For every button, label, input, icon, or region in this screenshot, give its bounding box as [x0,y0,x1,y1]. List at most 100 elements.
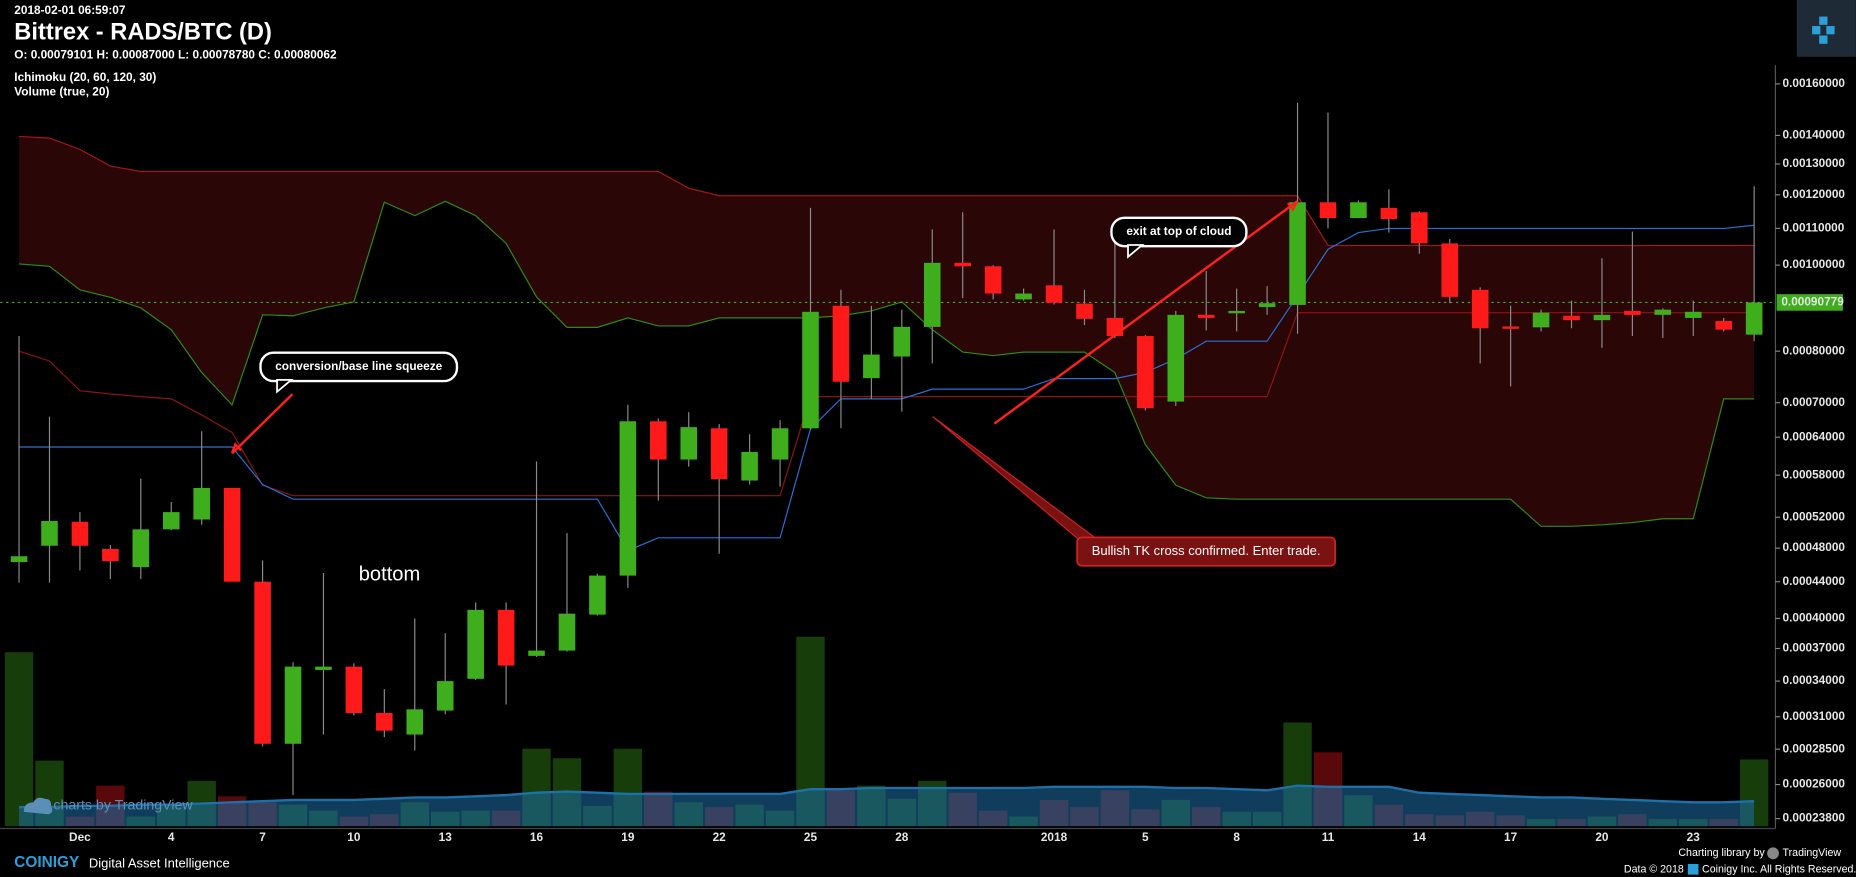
x-tick-label: 17 [1504,830,1518,844]
x-tick-label: 10 [347,830,361,844]
candle-body [1289,202,1306,305]
candle-body [497,609,515,666]
candle-body [1563,315,1580,321]
x-tick-label: 7 [259,830,266,844]
coinigy-logo [1796,0,1856,57]
candle-body [71,521,89,546]
indicator-label: Ichimoku (20, 60, 120, 30) [14,70,156,84]
candle-body [1715,321,1732,330]
chart-title: Bittrex - RADS/BTC (D) [14,19,272,45]
annotation-text: conversion/base line squeeze [275,359,442,373]
candle-body [1076,303,1093,319]
candle-body [1258,303,1276,308]
candle-body [680,427,698,460]
last-price-label: 0.00090779 [1781,295,1844,309]
last-price-badge [1776,294,1843,311]
candle-body [1197,314,1215,318]
candle-body [528,650,545,656]
x-tick-label: 23 [1687,830,1701,844]
y-tick-label: 0.00034000 [1783,673,1846,687]
brand: COINIGY [14,854,79,871]
candle-body [284,666,302,744]
logo-mark [1819,35,1828,44]
tagline: Digital Asset Intelligence [89,855,230,870]
candle-body [436,681,454,711]
y-tick-label: 0.00031000 [1783,709,1846,723]
annotation-text: exit at top of cloud [1126,224,1231,238]
candle-body [254,581,271,744]
x-tick-label: 13 [439,830,453,844]
candle-body [741,451,758,481]
watermark: charts by TradingView [23,797,193,815]
ichimoku-line [18,312,1755,497]
library-name: TradingView [1783,847,1842,859]
y-tick-label: 0.00026000 [1783,777,1846,791]
candle-body [1045,285,1063,303]
y-tick-label: 0.00070000 [1783,395,1846,409]
candle-body [193,488,210,520]
candle-body [1380,207,1398,220]
y-tick-label: 0.00064000 [1783,429,1846,443]
candle-body [923,262,941,327]
candle-body [1350,202,1367,219]
annotation-arrowhead [230,442,242,454]
candle-body [1441,243,1459,297]
indicator-label: Volume (true, 20) [14,84,109,98]
y-tick-label: 0.00120000 [1783,187,1846,201]
candle-body [1654,309,1672,315]
x-tick-label: 5 [1142,830,1149,844]
annotation-text: Bullish TK cross confirmed. Enter trade. [1092,543,1321,558]
volume-bar [4,652,34,827]
volume-ma-line [19,784,1755,809]
candle-body [771,428,789,460]
x-tick-label: Dec [69,830,91,844]
candle-body [1167,314,1185,402]
candle-body [1137,336,1154,409]
candle-body [102,548,119,562]
candle-body [223,488,241,582]
candle-body [650,421,667,460]
candle-body [162,512,180,530]
candle-body [832,305,850,382]
candle-body [619,421,637,576]
candle-body [132,529,150,568]
annotation-text: bottom [359,564,420,586]
candle-body [1471,289,1489,329]
y-tick-label: 0.00044000 [1783,574,1846,588]
y-tick-label: 0.00080000 [1783,343,1846,357]
logo-mark [1812,26,1821,35]
x-tick-label: 22 [713,830,727,844]
candle-body [589,575,606,615]
candle-body [1411,212,1428,244]
x-tick-label: 16 [530,830,544,844]
y-tick-label: 0.00100000 [1783,257,1846,271]
candle-body [1319,202,1337,219]
annotation-arrowhead [1286,200,1299,212]
plot-area: conversion/base line squeeze exit at top … [0,102,1776,827]
candle-body [1684,311,1702,318]
y-tick-label: 0.00110000 [1783,221,1845,235]
data-note: Data © 2018 [1624,864,1684,876]
x-tick-label: 28 [895,830,909,844]
timestamp: 2018-02-01 06:59:07 [14,3,126,17]
candle-body [1624,310,1641,315]
ichimoku-line [18,200,1755,527]
library-icon [1767,847,1779,860]
x-tick-label: 14 [1413,830,1427,844]
candle-body [1745,302,1763,335]
candle-body [376,713,393,731]
watermark-text: charts by TradingView [53,798,193,814]
candle-body [1228,310,1245,314]
candle-body [710,428,728,480]
y-tick-label: 0.00040000 [1783,611,1846,625]
x-tick-label: 19 [621,830,635,844]
candle-body [1502,326,1519,329]
candle-body [558,613,576,651]
annotation-bubble [1110,216,1248,248]
x-tick-label: 25 [804,830,818,844]
y-tick-label: 0.00048000 [1783,540,1846,554]
annotation-bubble-tail [276,379,294,394]
x-tick-label: 2018 [1041,830,1068,844]
candle-body [345,666,363,714]
candle-body [1532,312,1550,328]
